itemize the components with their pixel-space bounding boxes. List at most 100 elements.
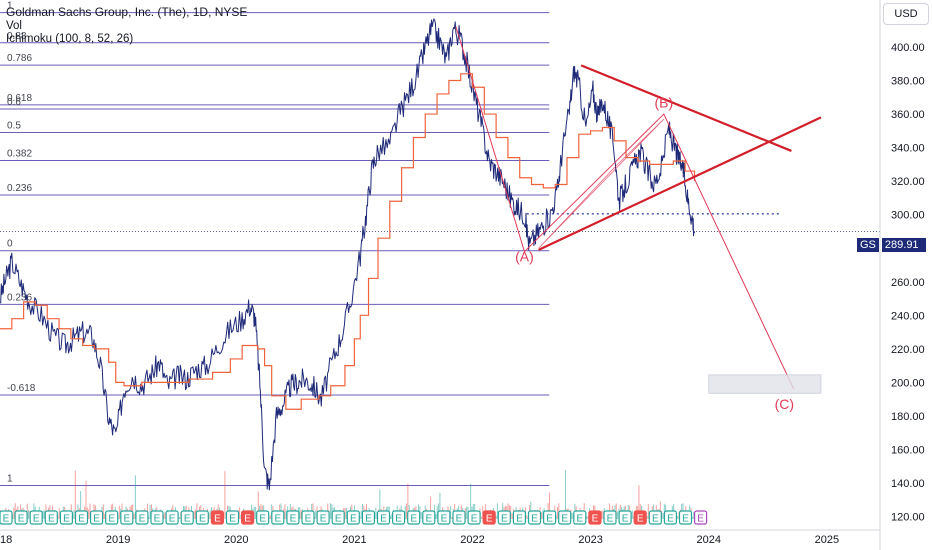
- earnings-marker-label: E: [667, 514, 674, 525]
- volume-bar: [602, 510, 604, 519]
- earnings-marker: [618, 510, 632, 525]
- volume-bar: [28, 510, 30, 519]
- volume-bar: [638, 485, 640, 519]
- volume-bar: [195, 509, 197, 519]
- volume-bar: [662, 513, 664, 519]
- volume-bar: [693, 511, 695, 519]
- chart-title: Goldman Sachs Group, Inc. (The), 1D, NYS…: [6, 5, 248, 19]
- volume-bar: [255, 506, 257, 519]
- earnings-marker: [331, 510, 345, 525]
- volume-bar: [404, 505, 406, 519]
- inner-triangle: [538, 118, 665, 249]
- volume-bar: [331, 504, 333, 519]
- volume-bar: [677, 516, 679, 519]
- volume-bar: [391, 513, 393, 519]
- earnings-marker: [165, 510, 179, 525]
- volume-bar: [148, 516, 150, 519]
- earnings-marker-label: E: [637, 514, 644, 525]
- fib-level-label: 1: [7, 474, 13, 485]
- volume-bar: [430, 496, 432, 519]
- earnings-marker: [105, 510, 119, 525]
- earnings-marker: [346, 510, 360, 525]
- earnings-marker: [150, 510, 164, 525]
- earnings-marker-label: E: [169, 514, 176, 525]
- elliott-wave-annotations: (A) (B) (C): [0, 26, 880, 412]
- volume-bar: [42, 510, 44, 519]
- volume-bar: [540, 512, 542, 519]
- volume-bar: [564, 470, 566, 519]
- wave-label: (B): [655, 94, 674, 110]
- volume-bar: [164, 512, 166, 519]
- earnings-marker-label: E: [501, 514, 508, 525]
- x-tick-label: 2018: [0, 534, 12, 546]
- earnings-marker: [573, 510, 587, 525]
- volume-bar: [13, 507, 15, 519]
- volume-bar: [615, 503, 617, 519]
- earnings-marker-label: E: [229, 514, 236, 525]
- volume-bar: [44, 510, 46, 519]
- earnings-marker-label: E: [561, 514, 568, 525]
- earnings-marker: [14, 510, 28, 525]
- volume-bar: [407, 483, 409, 519]
- fib-level-label: 0: [7, 239, 13, 250]
- volume-bar: [299, 507, 301, 519]
- volume-bar: [646, 515, 648, 519]
- earnings-marker-label: E: [516, 514, 523, 525]
- volume-bar: [257, 491, 259, 519]
- earnings-marker: [59, 510, 74, 525]
- fib-level-label: 0.786: [7, 53, 32, 64]
- earnings-marker: [603, 510, 617, 525]
- volume-bar: [85, 480, 87, 519]
- volume-bar: [435, 514, 437, 519]
- wave-path: [455, 26, 795, 390]
- volume-bar: [450, 505, 452, 519]
- y-tick-label: 180.00: [891, 411, 925, 423]
- fib-level-label: 0.5: [7, 121, 21, 132]
- volume-bar: [80, 490, 82, 519]
- earnings-marker: [437, 510, 451, 525]
- volume-bar: [586, 516, 588, 519]
- currency-button[interactable]: USD: [883, 3, 929, 25]
- volume-bar: [379, 489, 381, 519]
- x-tick-label: 2022: [460, 534, 484, 546]
- volume-bar: [659, 501, 661, 519]
- earnings-marker-label: E: [697, 514, 704, 525]
- volume-bar: [88, 509, 90, 519]
- price-series: [0, 18, 696, 491]
- earnings-marker: [135, 510, 149, 525]
- earnings-marker-label: E: [3, 514, 10, 525]
- ichimoku-legend: Ichimoku (100, 8, 52, 26): [6, 33, 134, 45]
- volume-bar: [240, 514, 242, 519]
- earnings-marker: [467, 510, 481, 525]
- y-tick-label: 380.00: [891, 76, 925, 88]
- earnings-marker-label: E: [410, 514, 417, 525]
- y-tick-label: 260.00: [891, 277, 925, 289]
- earnings-marker: [316, 510, 330, 525]
- earnings-marker-label: E: [576, 514, 583, 525]
- volume-bar: [360, 510, 362, 519]
- earnings-marker-label: E: [214, 514, 221, 525]
- volume-bar: [329, 503, 331, 519]
- earnings-marker: [271, 510, 285, 525]
- volume-bar: [587, 516, 589, 519]
- earnings-marker-label: E: [531, 514, 538, 525]
- volume-bar: [104, 513, 106, 519]
- volume-bar: [617, 511, 619, 519]
- earnings-marker: [89, 510, 104, 525]
- volume-bar: [58, 508, 60, 519]
- volume-bar: [601, 510, 603, 519]
- volume-bar: [571, 513, 573, 519]
- fib-level-label: 0.236: [7, 183, 32, 194]
- volume-bar: [647, 504, 649, 519]
- fib-level-label: 0.6: [7, 97, 21, 108]
- earnings-marker: [527, 510, 542, 525]
- earnings-marker-label: E: [123, 514, 130, 525]
- ichimoku-baseline: [0, 73, 696, 410]
- y-tick-label: 120.00: [891, 512, 925, 524]
- earnings-marker-label: E: [259, 514, 266, 525]
- earnings-marker-label: E: [63, 514, 70, 525]
- volume-bar: [224, 471, 226, 519]
- earnings-marker: [392, 510, 406, 525]
